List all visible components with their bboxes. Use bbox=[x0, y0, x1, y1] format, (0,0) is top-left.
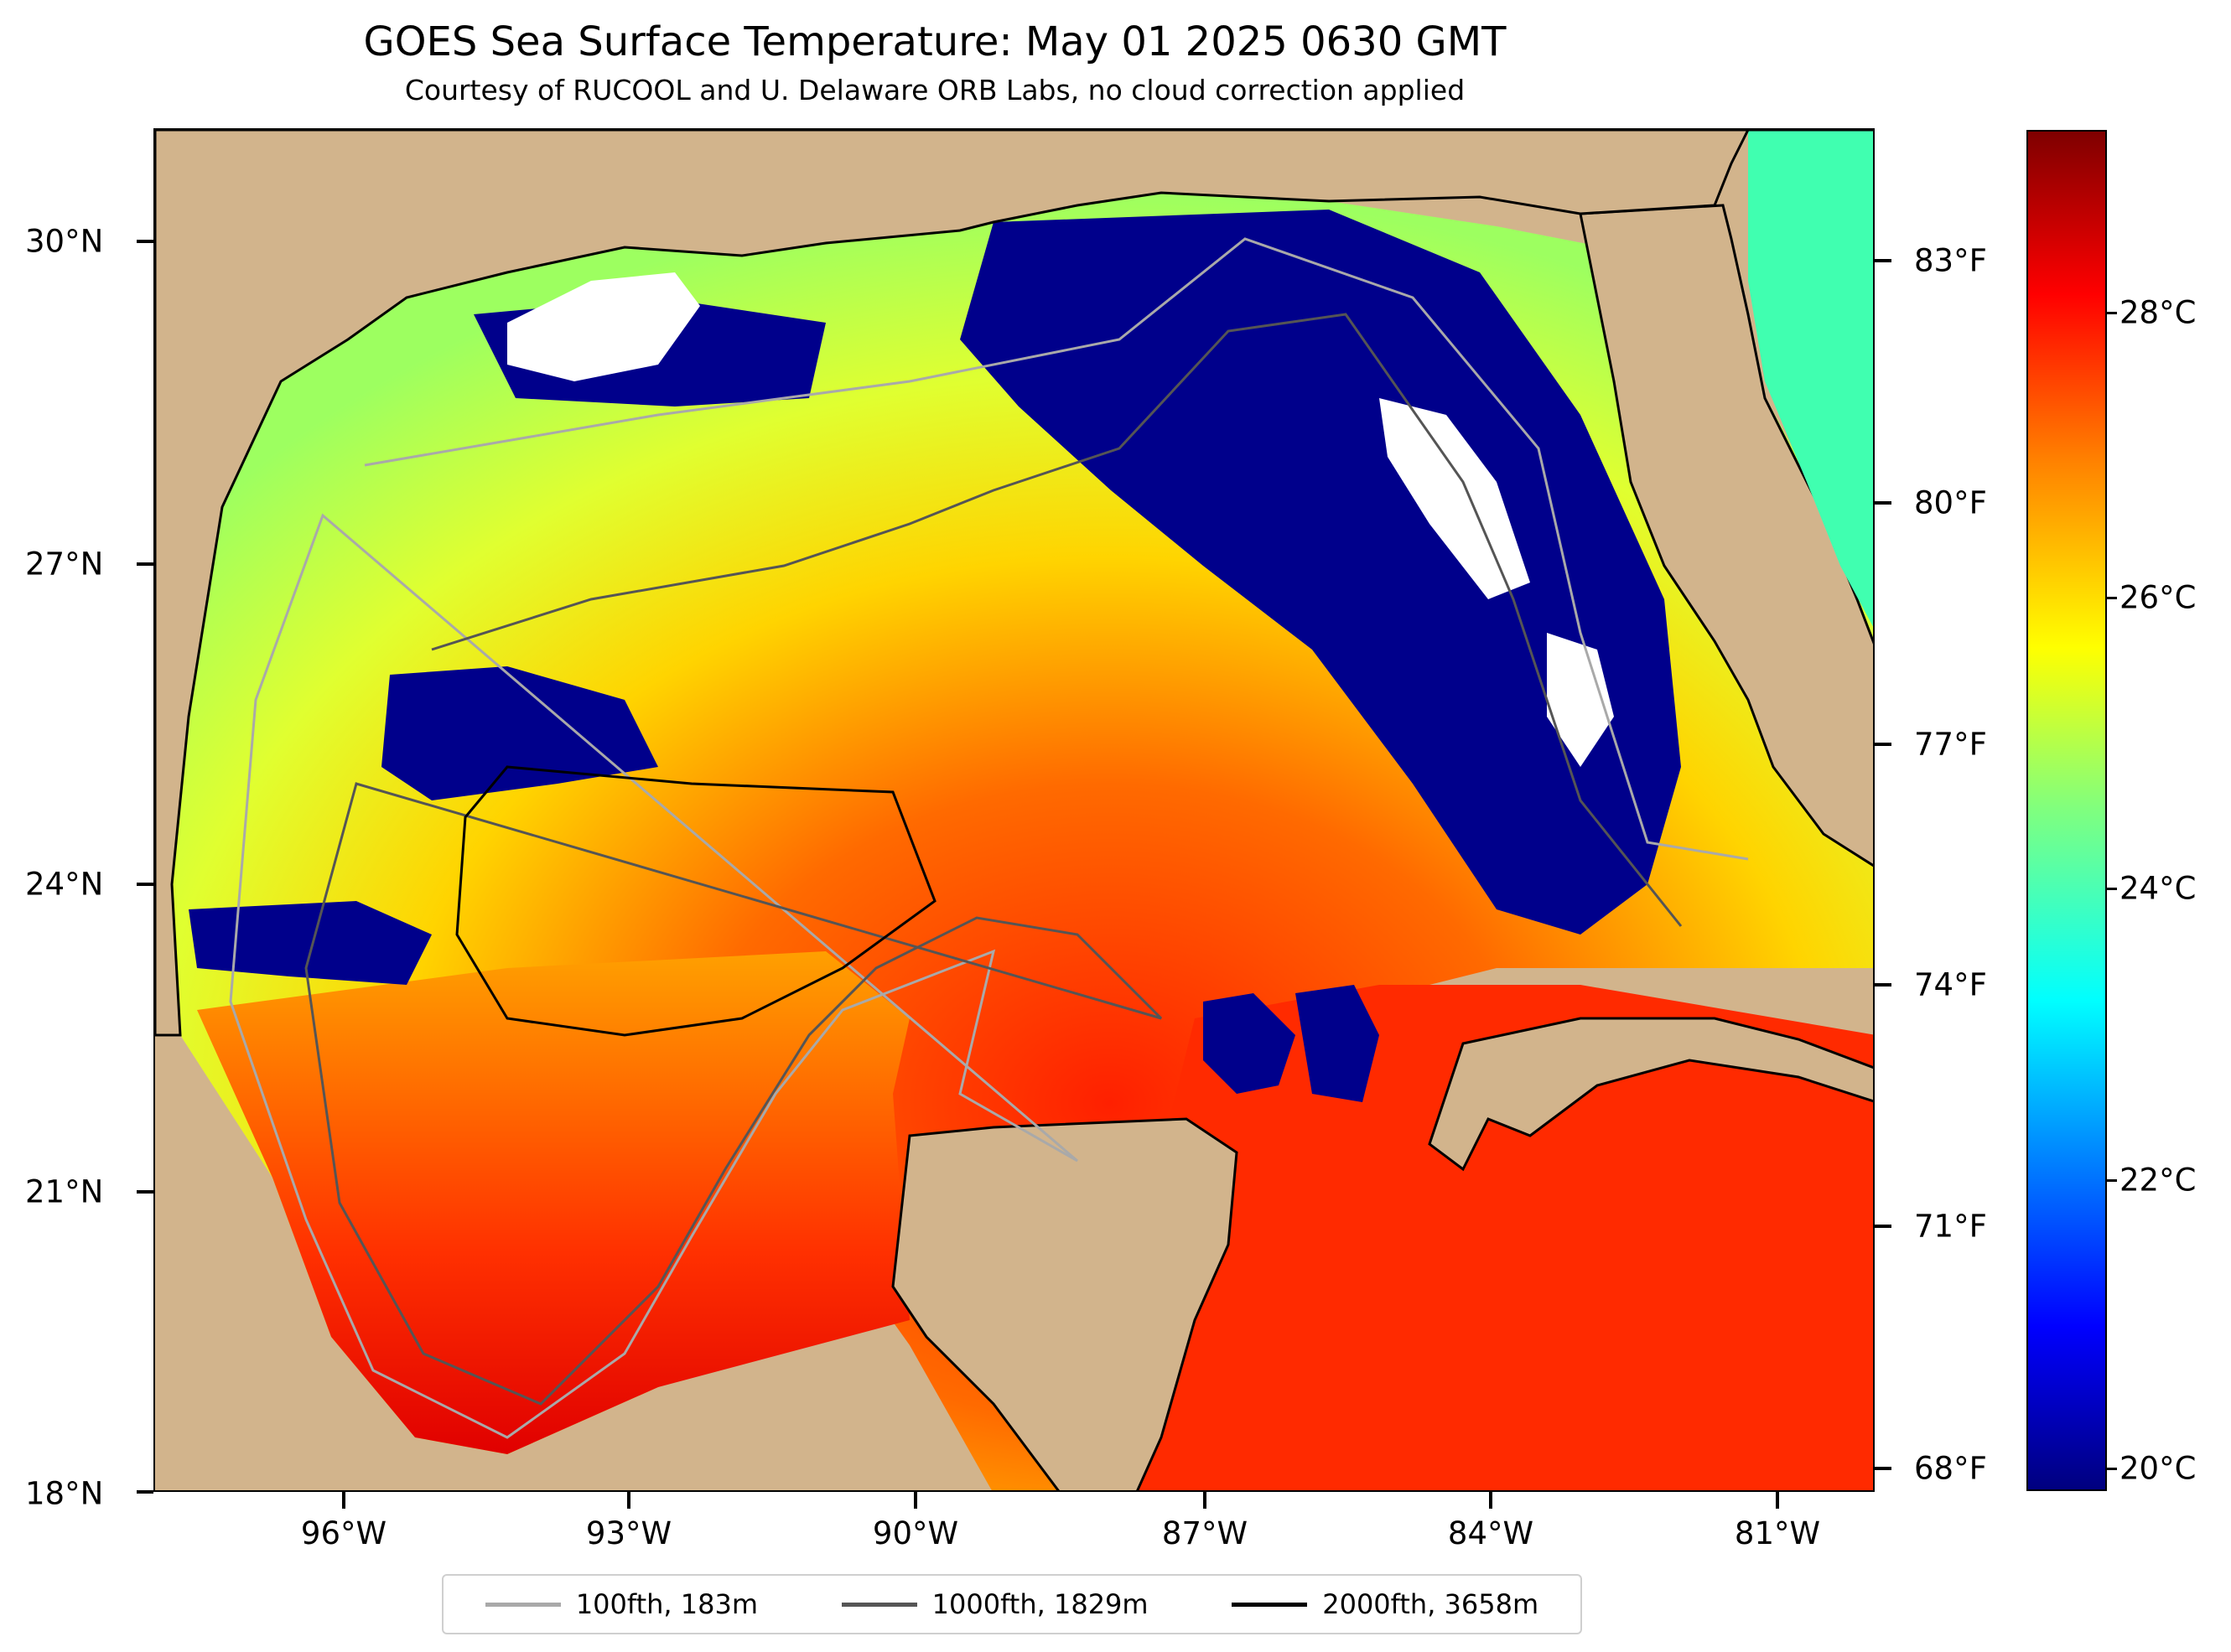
f-tick bbox=[1875, 1467, 1891, 1470]
f-tick bbox=[1875, 743, 1891, 746]
lat-tick bbox=[137, 883, 153, 886]
f-tick bbox=[1875, 983, 1891, 987]
lon-tick bbox=[342, 1492, 345, 1509]
lat-tick bbox=[137, 1490, 153, 1494]
f-label-74: 74°F bbox=[1914, 966, 1987, 1003]
lat-label-27n: 27°N bbox=[25, 546, 104, 583]
colorbar-tick bbox=[2107, 312, 2117, 314]
cloud-patch-texas bbox=[507, 272, 700, 381]
lat-tick bbox=[137, 240, 153, 243]
cuba bbox=[1428, 1017, 1873, 1172]
lat-label-30n: 30°N bbox=[25, 223, 104, 260]
lon-tick bbox=[1489, 1492, 1492, 1509]
lat-tick bbox=[137, 562, 153, 566]
florida-peninsula bbox=[1579, 204, 1873, 867]
contour-legend: 100fth, 183m 1000fth, 1829m 2000fth, 365… bbox=[442, 1574, 1582, 1634]
f-tick bbox=[1875, 501, 1891, 505]
lon-tick bbox=[914, 1492, 917, 1509]
colorbar-label-24c: 24°C bbox=[2119, 870, 2197, 907]
legend-item-2000fth: 2000fth, 3658m bbox=[1232, 1588, 1538, 1620]
contour-2000fth bbox=[455, 765, 937, 1037]
legend-item-100fth: 100fth, 183m bbox=[485, 1588, 758, 1620]
lon-label-84w: 84°W bbox=[1447, 1515, 1534, 1551]
colorbar-label-26c: 26°C bbox=[2119, 579, 2197, 616]
lon-label-93w: 93°W bbox=[585, 1515, 672, 1551]
f-label-80: 80°F bbox=[1914, 484, 1987, 521]
f-tick bbox=[1875, 1225, 1891, 1228]
lon-tick bbox=[627, 1492, 630, 1509]
bay-of-campeche-water bbox=[197, 951, 910, 1454]
lon-label-81w: 81°W bbox=[1734, 1515, 1821, 1551]
cold-patch-southwest bbox=[189, 901, 432, 985]
yucatan-peninsula bbox=[891, 1117, 1238, 1490]
cloud-patch-east-2 bbox=[1547, 633, 1614, 767]
colorbar-label-20c: 20°C bbox=[2119, 1450, 2197, 1487]
colorbar-label-22c: 22°C bbox=[2119, 1162, 2197, 1199]
f-label-83: 83°F bbox=[1914, 242, 1987, 279]
lon-label-96w: 96°W bbox=[300, 1515, 387, 1551]
colorbar-tick bbox=[2107, 888, 2117, 890]
f-label-68: 68°F bbox=[1914, 1450, 1987, 1487]
legend-swatch-2000fth bbox=[1232, 1602, 1308, 1607]
lat-tick bbox=[137, 1190, 153, 1194]
legend-label-100fth: 100fth, 183m bbox=[575, 1588, 759, 1620]
sst-map-graphic bbox=[155, 130, 1873, 1490]
legend-swatch-1000fth bbox=[841, 1602, 917, 1607]
cold-patch-central bbox=[1203, 993, 1295, 1094]
caribbean-water bbox=[1136, 985, 1873, 1490]
lat-label-18n: 18°N bbox=[25, 1475, 104, 1512]
map-subtitle: Courtesy of RUCOOL and U. Delaware ORB L… bbox=[404, 74, 1466, 106]
lon-tick bbox=[1203, 1492, 1206, 1509]
f-tick bbox=[1875, 259, 1891, 262]
us-gulf-coast-land bbox=[155, 130, 1873, 1037]
legend-label-2000fth: 2000fth, 3658m bbox=[1322, 1588, 1539, 1620]
f-label-71: 71°F bbox=[1914, 1208, 1987, 1245]
sst-map[interactable] bbox=[153, 128, 1875, 1492]
colorbar-tick bbox=[2107, 1468, 2117, 1470]
map-title: GOES Sea Surface Temperature: May 01 202… bbox=[363, 18, 1507, 65]
colorbar-tick bbox=[2107, 597, 2117, 599]
cold-patch-central-2 bbox=[1295, 985, 1379, 1102]
cold-patch-northeast bbox=[960, 210, 1681, 935]
lat-label-24n: 24°N bbox=[25, 866, 104, 903]
colorbar-tick bbox=[2107, 1179, 2117, 1182]
legend-item-1000fth: 1000fth, 1829m bbox=[841, 1588, 1149, 1620]
legend-label-1000fth: 1000fth, 1829m bbox=[931, 1588, 1149, 1620]
colorbar-label-28c: 28°C bbox=[2119, 294, 2197, 331]
lon-label-90w: 90°W bbox=[872, 1515, 959, 1551]
lat-label-21n: 21°N bbox=[25, 1173, 104, 1210]
lon-tick bbox=[1776, 1492, 1779, 1509]
lon-label-87w: 87°W bbox=[1161, 1515, 1248, 1551]
f-label-77: 77°F bbox=[1914, 726, 1987, 763]
cold-patch-west bbox=[381, 666, 658, 800]
legend-swatch-100fth bbox=[485, 1602, 561, 1607]
contour-1000fth bbox=[304, 313, 1683, 1406]
temperature-colorbar bbox=[2026, 130, 2107, 1491]
atlantic-water bbox=[1748, 130, 1873, 627]
